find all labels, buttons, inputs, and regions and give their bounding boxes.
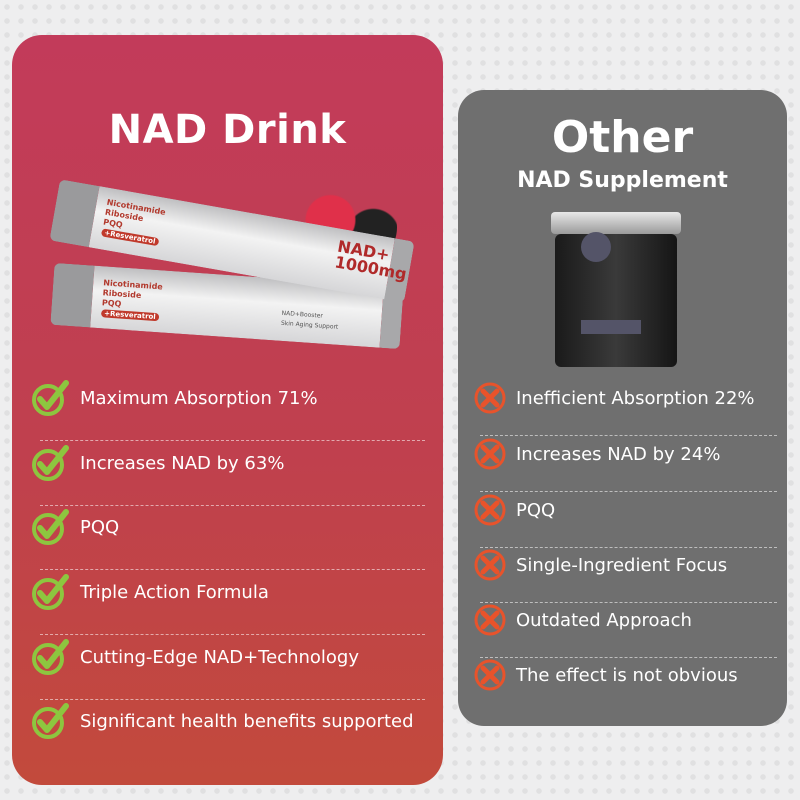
check-circle-icon bbox=[30, 701, 70, 741]
feature-item: PQQ bbox=[470, 490, 777, 548]
other-supplement-card: Other NAD Supplement Inefficient Absorpt… bbox=[458, 90, 787, 726]
nad-drink-card: NAD Drink Nicotinamide Riboside PQQ +Resver… bbox=[12, 35, 443, 785]
check-circle-icon bbox=[30, 637, 70, 677]
feature-label: Triple Action Formula bbox=[80, 581, 269, 603]
right-title: Other bbox=[551, 112, 694, 163]
feature-item: Increases NAD by 63% bbox=[30, 443, 425, 506]
x-circle-icon bbox=[470, 655, 510, 695]
feature-item: Significant health benefits supported bbox=[30, 701, 425, 741]
resveratrol-tag: +Resveratrol bbox=[100, 309, 159, 322]
check-circle-icon bbox=[30, 507, 70, 547]
feature-label: Increases NAD by 63% bbox=[80, 452, 285, 474]
feature-label: The effect is not obvious bbox=[516, 664, 738, 686]
feature-item: Increases NAD by 24% bbox=[470, 434, 777, 492]
x-circle-icon bbox=[470, 490, 510, 530]
feature-label: Inefficient Absorption 22% bbox=[516, 387, 755, 409]
feature-label: Single-Ingredient Focus bbox=[516, 554, 728, 576]
feature-item: The effect is not obvious bbox=[470, 655, 777, 695]
x-circle-icon bbox=[470, 434, 510, 474]
supplement-jar-image bbox=[551, 212, 681, 367]
right-subtitle: NAD Supplement bbox=[517, 168, 728, 193]
feature-item: Single-Ingredient Focus bbox=[470, 545, 777, 603]
feature-label: Significant health benefits supported bbox=[80, 710, 414, 732]
x-circle-icon bbox=[470, 545, 510, 585]
left-title: NAD Drink bbox=[108, 107, 347, 153]
feature-item: Maximum Absorption 71% bbox=[30, 378, 425, 441]
feature-label: Cutting-Edge NAD+Technology bbox=[80, 646, 359, 668]
check-circle-icon bbox=[30, 572, 70, 612]
feature-label: Maximum Absorption 71% bbox=[80, 387, 318, 409]
feature-label: Outdated Approach bbox=[516, 609, 692, 631]
x-circle-icon bbox=[470, 378, 510, 418]
feature-item: Cutting-Edge NAD+Technology bbox=[30, 637, 425, 700]
x-circle-icon bbox=[470, 600, 510, 640]
check-circle-icon bbox=[30, 378, 70, 418]
feature-item: Inefficient Absorption 22% bbox=[470, 378, 777, 436]
feature-item: Triple Action Formula bbox=[30, 572, 425, 635]
feature-item: PQQ bbox=[30, 507, 425, 570]
feature-label: Increases NAD by 24% bbox=[516, 443, 721, 465]
feature-label: PQQ bbox=[80, 516, 120, 538]
feature-label: PQQ bbox=[516, 499, 556, 521]
feature-item: Outdated Approach bbox=[470, 600, 777, 658]
check-circle-icon bbox=[30, 443, 70, 483]
product-image: Nicotinamide Riboside PQQ +Resveratrol NAD+… bbox=[32, 165, 432, 365]
